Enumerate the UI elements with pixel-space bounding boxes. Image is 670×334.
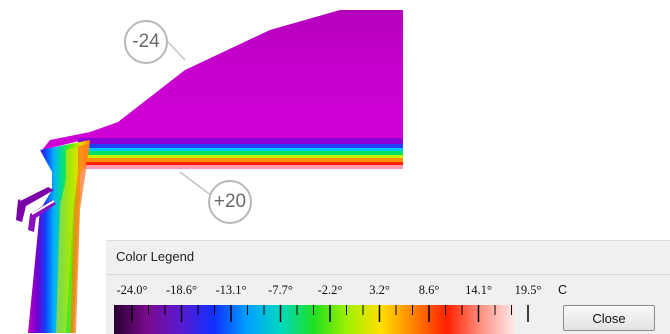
callout-bottom-leader <box>179 171 213 197</box>
band-pink <box>84 165 403 169</box>
temperature-callout-top: -24 <box>124 20 168 64</box>
legend-divider <box>106 274 670 275</box>
band-red <box>82 162 403 165</box>
legend-tick-label: 19.5° <box>515 283 542 297</box>
legend-tick-label: -7.7° <box>268 283 293 297</box>
legend-scale: -24.0° -18.6° -13.1° -7.7° -2.2° 3.2° 8.6° 14.1… <box>114 283 567 334</box>
legend-unit-label: C <box>558 283 567 297</box>
callout-top-leader <box>167 41 186 61</box>
band-yellow <box>80 155 403 158</box>
flashing-line <box>19 185 49 201</box>
column-edge-band <box>70 144 88 333</box>
legend-tick-label: -13.1° <box>215 283 246 297</box>
flashing-detail-2 <box>28 200 56 232</box>
flashing-detail <box>16 186 54 222</box>
legend-tick-label: -24.0° <box>116 283 147 297</box>
band-blue <box>78 144 403 148</box>
band-orange <box>80 158 403 162</box>
close-button[interactable]: Close <box>563 305 655 331</box>
slab-region <box>42 10 403 150</box>
legend-title: Color Legend <box>116 249 195 264</box>
temperature-callout-bottom: +20 <box>208 180 252 224</box>
band-green <box>80 151 403 155</box>
band-purple <box>78 138 403 144</box>
legend-tick-label: -18.6° <box>166 283 197 297</box>
legend-tick-label: -2.2° <box>318 283 343 297</box>
band-cyan <box>78 148 403 151</box>
flashing-line-2 <box>31 200 55 215</box>
color-legend-window: Color Legend -24.0° -18.6° -13.1° -7.7° -2.2… <box>106 240 670 334</box>
legend-tick-label: 3.2° <box>369 283 390 297</box>
column-inner-band <box>56 146 80 333</box>
legend-tick-label: 14.1° <box>465 283 492 297</box>
legend-tick-label: 8.6° <box>419 283 440 297</box>
